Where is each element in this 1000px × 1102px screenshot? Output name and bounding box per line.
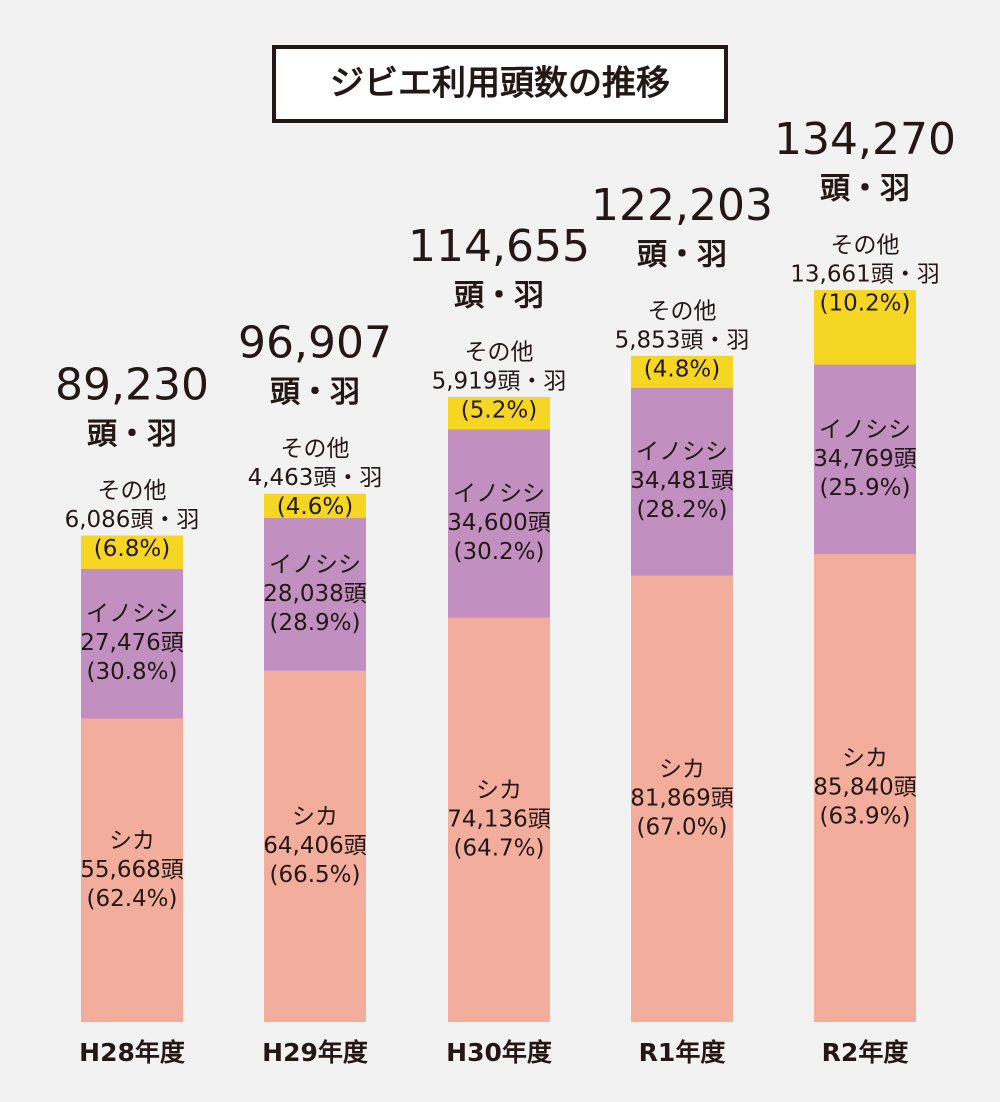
share-label: (6.8%) [94, 536, 170, 562]
total-unit: 頭・羽 [454, 278, 544, 313]
share-label: (67.0%) [636, 814, 727, 840]
segment-name: シカ [842, 746, 888, 772]
segment-name: イノシシ [269, 552, 361, 578]
bar-segment [448, 396, 550, 430]
value-label: 34,481頭 [630, 468, 733, 494]
value-label: 74,136頭 [447, 806, 550, 832]
value-label: 85,840頭 [813, 775, 916, 801]
segment-name: シカ [292, 804, 338, 830]
bar-segment [81, 568, 183, 719]
segment-name: イノシシ [636, 439, 728, 465]
segment-name: その他 [648, 298, 717, 324]
value-label: 5,853頭・羽 [615, 327, 750, 353]
share-label: (62.4%) [86, 886, 177, 912]
total-unit: 頭・羽 [270, 375, 360, 410]
segment-name: その他 [831, 233, 900, 259]
value-label: 5,919頭・羽 [432, 368, 567, 394]
segment-name: シカ [109, 828, 155, 854]
x-tick-label: R2年度 [822, 1038, 909, 1067]
bar-segment [631, 575, 733, 1022]
value-label: 28,038頭 [263, 581, 366, 607]
share-label: (30.2%) [453, 539, 544, 565]
chart-title: ジビエ利用頭数の推移 [330, 64, 670, 104]
total-label: 89,230 [55, 360, 209, 411]
value-label: 81,869頭 [630, 785, 733, 811]
x-tick-label: H30年度 [446, 1038, 552, 1067]
segment-name: イノシシ [453, 481, 545, 507]
value-label: 64,406頭 [263, 833, 366, 859]
total-unit: 頭・羽 [637, 237, 727, 272]
title-box [272, 45, 728, 123]
bar-segment [631, 355, 733, 388]
segment-name: イノシシ [86, 601, 178, 627]
segment-name: その他 [98, 478, 167, 504]
share-label: (63.9%) [819, 804, 910, 830]
value-label: 13,661頭・羽 [790, 262, 939, 288]
share-label: (30.8%) [86, 659, 177, 685]
bar-segment [264, 493, 366, 519]
share-label: (5.2%) [461, 397, 537, 423]
total-label: 122,203 [591, 180, 773, 231]
segment-name: イノシシ [819, 417, 911, 443]
value-label: 6,086頭・羽 [65, 507, 200, 533]
segment-name: シカ [659, 756, 705, 782]
segment-name: シカ [476, 777, 522, 803]
total-unit: 頭・羽 [820, 172, 910, 207]
bar-segment [448, 617, 550, 1022]
share-label: (25.9%) [819, 475, 910, 501]
bar-segment [81, 535, 183, 569]
bar-segment [448, 429, 550, 618]
value-label: 34,769頭 [813, 446, 916, 472]
share-label: (28.9%) [269, 610, 360, 636]
x-tick-label: H28年度 [79, 1038, 185, 1067]
bar-segment [631, 387, 733, 576]
share-label: (28.2%) [636, 497, 727, 523]
x-tick-label: R1年度 [639, 1038, 726, 1067]
bar-segment [814, 554, 916, 1022]
value-label: 27,476頭 [80, 630, 183, 656]
value-label: 55,668頭 [80, 857, 183, 883]
bar-segment [264, 518, 366, 671]
share-label: (10.2%) [819, 291, 910, 317]
total-label: 114,655 [408, 221, 590, 272]
x-tick-label: H29年度 [262, 1038, 368, 1067]
total-unit: 頭・羽 [87, 417, 177, 452]
share-label: (66.5%) [269, 862, 360, 888]
bar-segment [814, 364, 916, 555]
share-label: (4.8%) [644, 356, 720, 382]
segment-name: その他 [465, 339, 534, 365]
bar-segment [814, 290, 916, 365]
bar-segment [81, 718, 183, 1022]
total-label: 134,270 [774, 114, 956, 165]
bar-segment [264, 670, 366, 1022]
total-label: 96,907 [238, 318, 392, 369]
value-label: 34,600頭 [447, 510, 550, 536]
segment-name: その他 [281, 436, 350, 462]
share-label: (64.7%) [453, 835, 544, 861]
share-label: (4.6%) [277, 494, 353, 520]
value-label: 4,463頭・羽 [248, 465, 383, 491]
